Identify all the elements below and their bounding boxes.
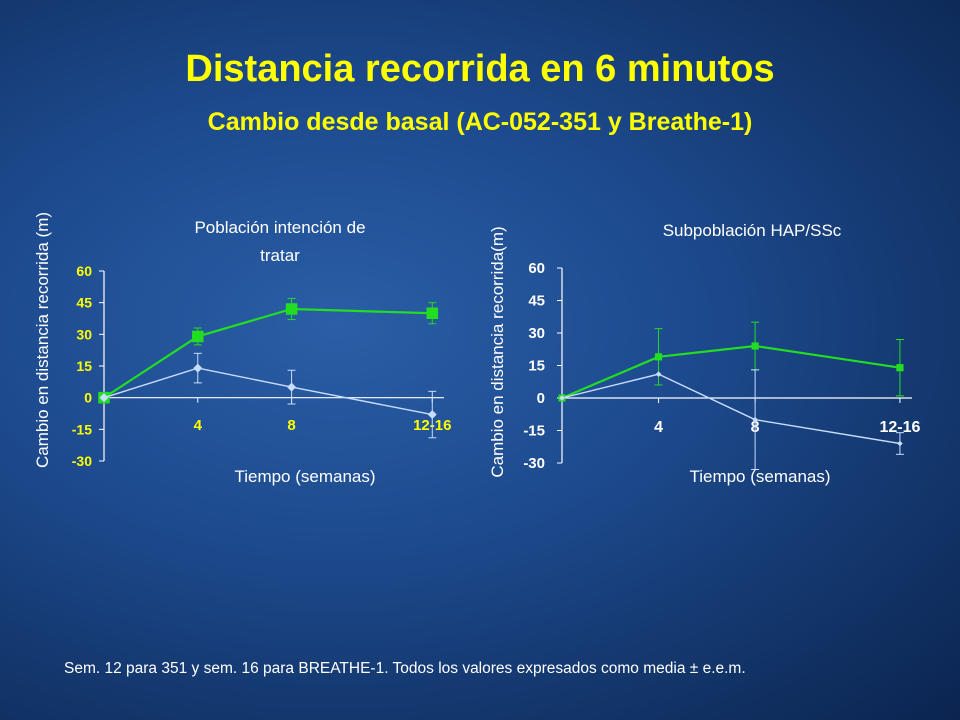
x-tick-label: 8 [287,417,295,434]
series-1 [558,321,904,402]
series-2 [99,352,437,439]
panel-title: Subpoblación HAP/SSc [663,221,842,240]
x-axis-label: Tiempo (semanas) [234,467,375,486]
y-tick-label: 0 [537,390,545,407]
y-tick-label: -15 [523,423,545,440]
panel-title: Población intención de [194,218,365,237]
x-tick-label: 4 [194,417,203,434]
y-tick-label: -30 [72,453,92,469]
data-point-diamond [193,363,203,373]
data-point-diamond [559,395,565,401]
series-1 [98,297,439,404]
y-tick-label: 30 [76,326,92,342]
y-axis-label: Cambio en distancia recorrida(m) [488,226,507,477]
y-tick-label: 30 [528,325,545,342]
series-line [561,373,901,445]
data-point-diamond [655,371,662,377]
y-tick-label: 15 [76,358,92,374]
y-tick-label: 45 [76,295,92,311]
panel-title: tratar [260,246,300,265]
y-tick-label: -30 [523,455,545,472]
y-tick-label: 60 [76,263,92,279]
chart-2: Subpoblación HAP/SSc Cambio en distancia … [488,221,920,486]
data-point-diamond [752,416,758,423]
data-point-square [896,364,904,372]
y-tick-label: -15 [72,421,92,437]
y-axis-label: Cambio en distancia recorrida (m) [33,212,52,468]
data-point-square [751,342,759,350]
data-point-diamond [897,440,903,447]
data-point-square [654,353,663,361]
y-tick-label: 0 [84,390,92,406]
y-tick-label: 60 [528,260,545,277]
series-line [103,307,433,399]
data-point-square [426,307,439,319]
data-point-diamond [287,382,297,392]
x-axis-label: Tiempo (semanas) [689,467,830,486]
footnote: Sem. 12 para 351 y sem. 16 para BREATHE-… [64,660,746,677]
chart-1: Población intención de tratar Cambio en di… [33,212,451,486]
series-2 [559,369,904,470]
y-tick-label: 45 [528,293,545,310]
slide-subtitle: Cambio desde basal (AC-052-351 y Breathe… [207,108,753,136]
data-point-diamond [99,393,109,403]
data-point-diamond [427,410,437,420]
y-tick-label: 15 [528,358,545,375]
x-tick-label: 12-16 [879,419,920,436]
series-line [561,344,901,400]
series-line [103,367,433,416]
slide-title: Distancia recorrida en 6 minutos [185,48,775,90]
data-point-square [192,330,204,343]
data-point-square [285,303,298,315]
x-tick-label: 4 [654,419,663,436]
